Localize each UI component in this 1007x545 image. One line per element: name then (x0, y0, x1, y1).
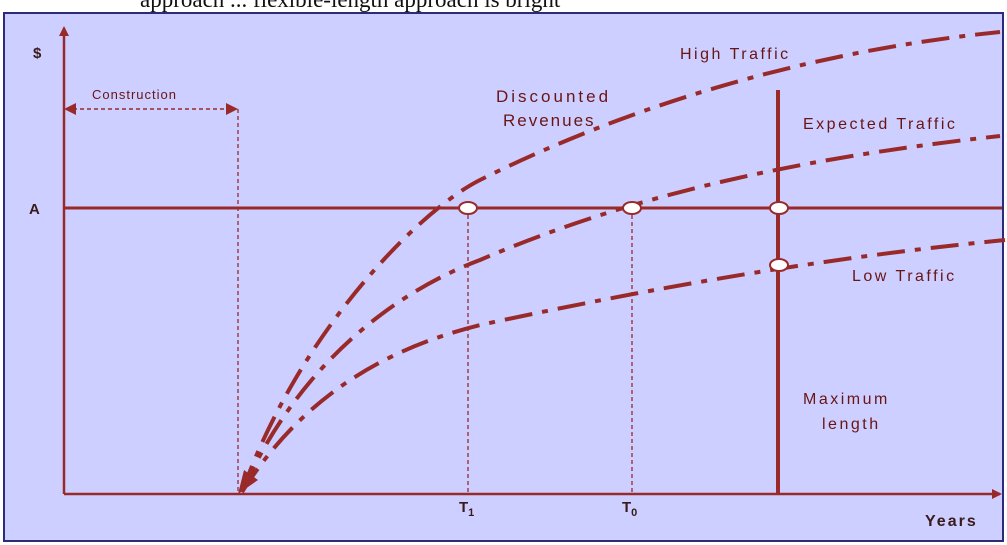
top-caption: approach ... flexible-length approach is… (140, 0, 1007, 13)
high-traffic-curve (240, 30, 1001, 493)
curves-origin-arrowhead (238, 470, 258, 494)
discounted-revenues-label-2: Revenues (503, 111, 596, 130)
max-length-a-marker (769, 201, 789, 215)
maximum-length-label-1: Maximum (803, 391, 890, 408)
low-traffic-label: Low Traffic (852, 268, 957, 285)
high-traffic-label: High Traffic (680, 46, 791, 63)
expected-traffic-curve (240, 134, 1001, 493)
t1-label-sub: 1 (468, 507, 474, 519)
t1-label-main: T (459, 499, 468, 516)
low-traffic-curve (240, 238, 1006, 494)
diagram-panel (3, 12, 1004, 542)
low-traffic-max-marker (769, 258, 789, 272)
t0-label: T0 (622, 499, 637, 519)
t0-label-sub: 0 (631, 507, 637, 519)
t1-intersection-marker (458, 201, 478, 215)
t0-label-main: T (622, 499, 631, 516)
expected-traffic-label: Expected Traffic (803, 116, 957, 133)
discounted-revenues-label-1: Discounted (496, 87, 611, 106)
level-a-label: A (29, 201, 40, 218)
t0-intersection-marker (622, 201, 642, 215)
t1-label: T1 (459, 499, 474, 519)
maximum-length-label-2: length (822, 416, 881, 433)
y-axis-label: $ (33, 45, 42, 62)
construction-label: Construction (92, 87, 177, 102)
x-axis-label: Years (925, 513, 978, 530)
